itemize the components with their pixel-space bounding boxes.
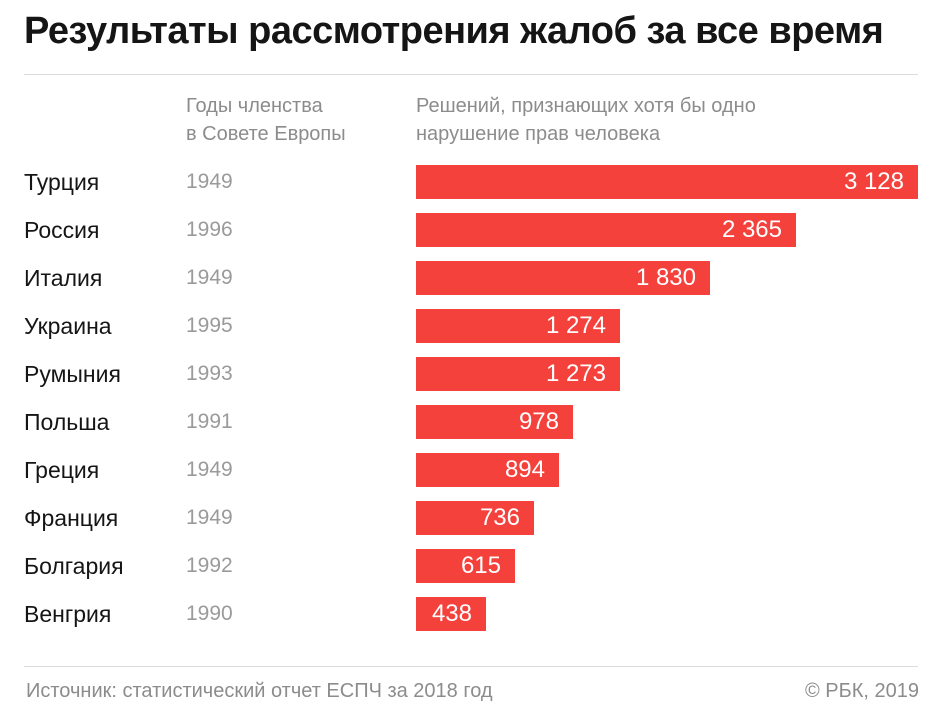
chart-row: Франция 1949 736 (0, 501, 945, 535)
chart-row: Болгария 1992 615 (0, 549, 945, 583)
bottom-divider (24, 666, 918, 667)
membership-year: 1949 (186, 458, 233, 481)
bar (416, 453, 559, 487)
country-label: Польша (24, 409, 110, 435)
chart-row: Россия 1996 2 365 (0, 213, 945, 247)
chart-row: Украина 1995 1 274 (0, 309, 945, 343)
bar-value-label: 1 274 (545, 312, 606, 339)
chart-row: Венгрия 1990 438 (0, 597, 945, 631)
membership-year: 1949 (186, 266, 233, 289)
chart-row: Польша 1991 978 (0, 405, 945, 439)
bar (416, 405, 573, 439)
bar-value-label: 978 (518, 408, 559, 435)
decisions-column-header: Решений, признающих хотя бы одно нарушен… (416, 95, 756, 145)
country-label: Италия (24, 265, 103, 291)
chart-row: Румыния 1993 1 273 (0, 357, 945, 391)
bar (416, 357, 620, 391)
membership-year: 1992 (186, 554, 233, 577)
membership-year: 1949 (186, 170, 233, 193)
bar-value-label: 894 (504, 456, 545, 483)
bar (416, 309, 620, 343)
bar (416, 165, 918, 199)
chart-row: Греция 1949 894 (0, 453, 945, 487)
copyright: © РБК, 2019 (804, 680, 919, 702)
source-note: Источник: статистический отчет ЕСПЧ за 2… (26, 680, 493, 702)
bar (416, 213, 796, 247)
years-column-header: Годы членства в Совете Европы (186, 95, 346, 145)
country-label: Турция (24, 169, 100, 195)
country-label: Украина (24, 313, 112, 339)
bar-value-label: 736 (479, 504, 520, 531)
membership-year: 1993 (186, 362, 233, 385)
bar-value-label: 1 273 (545, 360, 606, 387)
membership-year: 1949 (186, 506, 233, 529)
bar-value-label: 1 830 (635, 264, 696, 291)
bar (416, 501, 534, 535)
chart-title: Результаты рассмотрения жалоб за все вре… (24, 10, 884, 52)
country-label: Россия (24, 217, 100, 243)
membership-year: 1995 (186, 314, 233, 337)
country-label: Венгрия (24, 601, 112, 627)
membership-year: 1991 (186, 410, 233, 433)
bar-value-label: 3 128 (843, 168, 904, 195)
bar-value-label: 615 (460, 552, 501, 579)
top-divider (24, 74, 918, 75)
bar (416, 549, 515, 583)
country-label: Греция (24, 457, 100, 483)
chart-row: Турция 1949 3 128 (0, 165, 945, 199)
country-label: Франция (24, 505, 119, 531)
country-label: Болгария (24, 553, 124, 579)
membership-year: 1990 (186, 602, 233, 625)
country-label: Румыния (24, 361, 121, 387)
bar-value-label: 2 365 (721, 216, 782, 243)
bar-value-label: 438 (431, 600, 472, 627)
bar (416, 597, 486, 631)
membership-year: 1996 (186, 218, 233, 241)
bar (416, 261, 710, 295)
chart-row: Италия 1949 1 830 (0, 261, 945, 295)
